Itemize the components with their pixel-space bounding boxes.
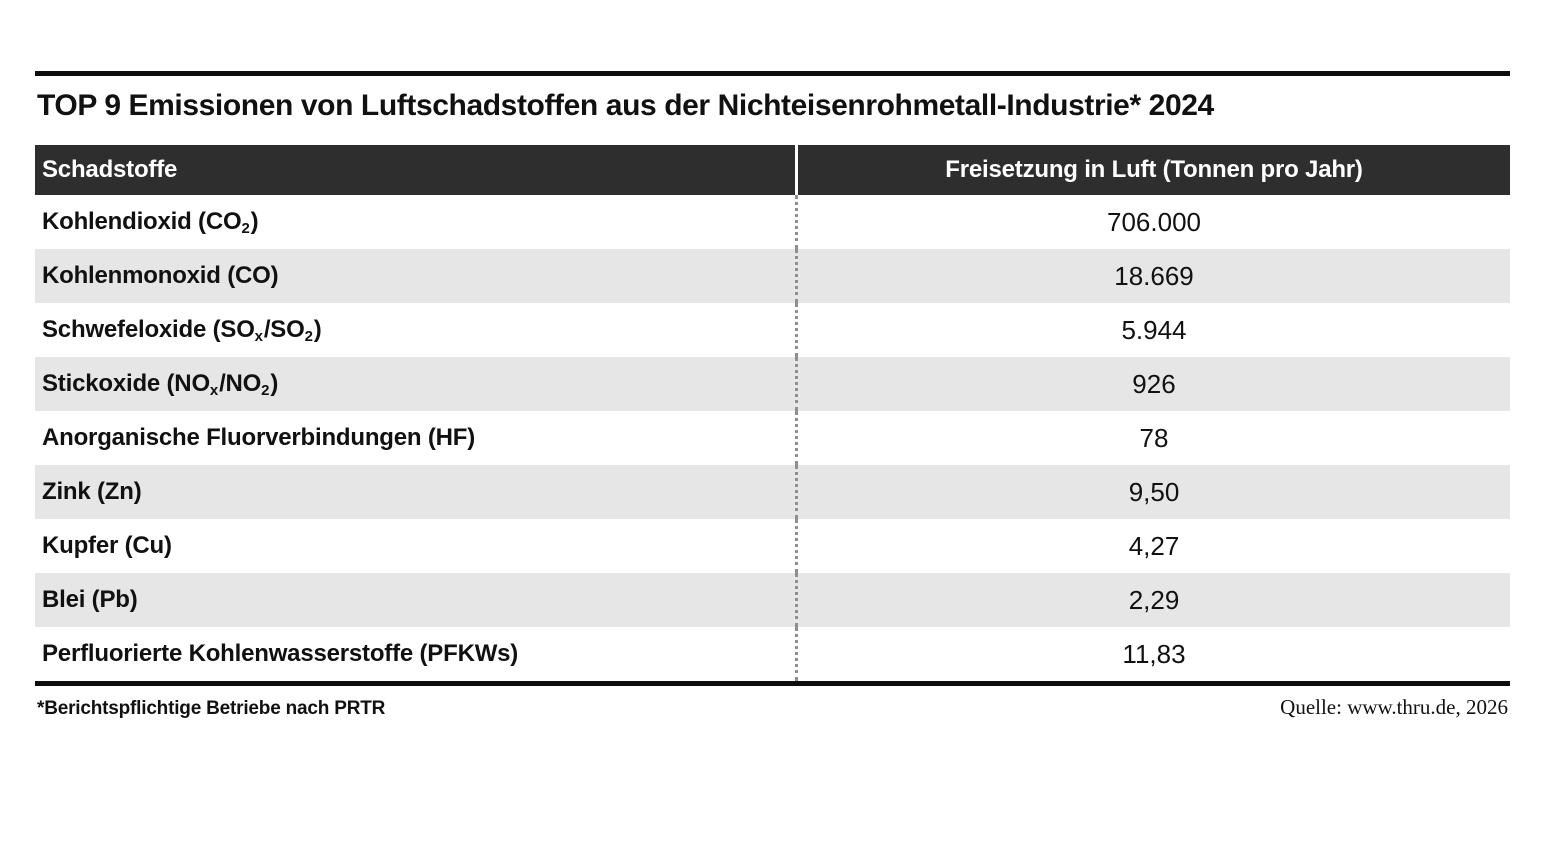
table-row: Schwefeloxide (SO x/SO 2) 5.944 xyxy=(35,303,1510,357)
emission-value: 9,50 xyxy=(795,465,1510,519)
table-row: Kupfer (Cu) 4,27 xyxy=(35,519,1510,573)
emission-value: 11,83 xyxy=(795,627,1510,681)
label-text: Kupfer (Cu) xyxy=(42,532,172,559)
table-row: Stickoxide (NO x/NO 2) 926 xyxy=(35,357,1510,411)
pollutant-label: Anorganische Fluorverbindungen (HF) xyxy=(35,411,795,465)
emission-value: 5.944 xyxy=(795,303,1510,357)
label-text: ) xyxy=(250,208,259,235)
bottom-rule xyxy=(35,681,1510,686)
label-text: ) xyxy=(270,370,279,397)
top-rule xyxy=(35,71,1510,76)
column-header-schadstoffe: Schadstoffe xyxy=(42,156,178,183)
label-text: Perfluorierte Kohlenwasserstoffe (PFKWs) xyxy=(42,640,519,667)
pollutant-label: Perfluorierte Kohlenwasserstoffe (PFKWs) xyxy=(35,627,795,681)
table-header-row: Schadstoffe Freisetzung in Luft (Tonnen … xyxy=(35,145,1510,195)
label-text: Blei (Pb) xyxy=(42,586,138,613)
pollutant-label: Schwefeloxide (SO x/SO 2) xyxy=(42,316,322,345)
pollutant-label: Kohlendioxid (CO 2) xyxy=(42,208,259,237)
page-title: TOP 9 Emissionen von Luftschadstoffen au… xyxy=(37,89,1214,122)
footer: *Berichtspflichtige Betriebe nach PRTR Q… xyxy=(35,695,1510,720)
table-row: Zink (Zn) 9,50 xyxy=(35,465,1510,519)
emissions-infographic: TOP 9 Emissionen von Luftschadstoffen au… xyxy=(0,71,1545,846)
pollutant-label: Kupfer (Cu) xyxy=(35,519,795,573)
label-text: /NO xyxy=(219,370,262,397)
table-row: Perfluorierte Kohlenwasserstoffe (PFKWs)… xyxy=(35,627,1510,681)
table-body: Kohlendioxid (CO 2) 706.000 Kohlenmonoxid (… xyxy=(35,195,1510,681)
pollutant-label: Blei (Pb) xyxy=(35,573,795,627)
source-credit: Quelle: www.thru.de, 2026 xyxy=(1280,695,1508,719)
pollutant-label: Kohlenmonoxid (CO) xyxy=(35,249,795,303)
emission-value: 2,29 xyxy=(795,573,1510,627)
label-text: /SO xyxy=(263,316,305,343)
emissions-table: Schadstoffe Freisetzung in Luft (Tonnen … xyxy=(35,145,1510,681)
pollutant-label: Zink (Zn) xyxy=(35,465,795,519)
label-text: Kohlenmonoxid (CO) xyxy=(42,262,279,289)
label-text: Kohlendioxid (CO xyxy=(42,208,242,235)
emission-value: 4,27 xyxy=(795,519,1510,573)
table-row: Anorganische Fluorverbindungen (HF) 78 xyxy=(35,411,1510,465)
label-text: Anorganische Fluorverbindungen (HF) xyxy=(42,424,476,451)
label-text: Zink (Zn) xyxy=(42,478,142,505)
footnote: *Berichtspflichtige Betriebe nach PRTR xyxy=(37,698,386,719)
table-row: Kohlendioxid (CO 2) 706.000 xyxy=(35,195,1510,249)
emission-value: 18.669 xyxy=(795,249,1510,303)
label-text: Stickoxide (NO xyxy=(42,370,210,397)
label-text: ) xyxy=(313,316,322,343)
table-row: Kohlenmonoxid (CO) 18.669 xyxy=(35,249,1510,303)
emission-value: 926 xyxy=(795,357,1510,411)
emission-value: 706.000 xyxy=(795,195,1510,249)
table-row: Blei (Pb) 2,29 xyxy=(35,573,1510,627)
pollutant-label: Stickoxide (NO x/NO 2) xyxy=(42,370,279,399)
emission-value: 78 xyxy=(795,411,1510,465)
column-header-freisetzung: Freisetzung in Luft (Tonnen pro Jahr) xyxy=(795,145,1510,195)
label-text: Schwefeloxide (SO xyxy=(42,316,255,343)
